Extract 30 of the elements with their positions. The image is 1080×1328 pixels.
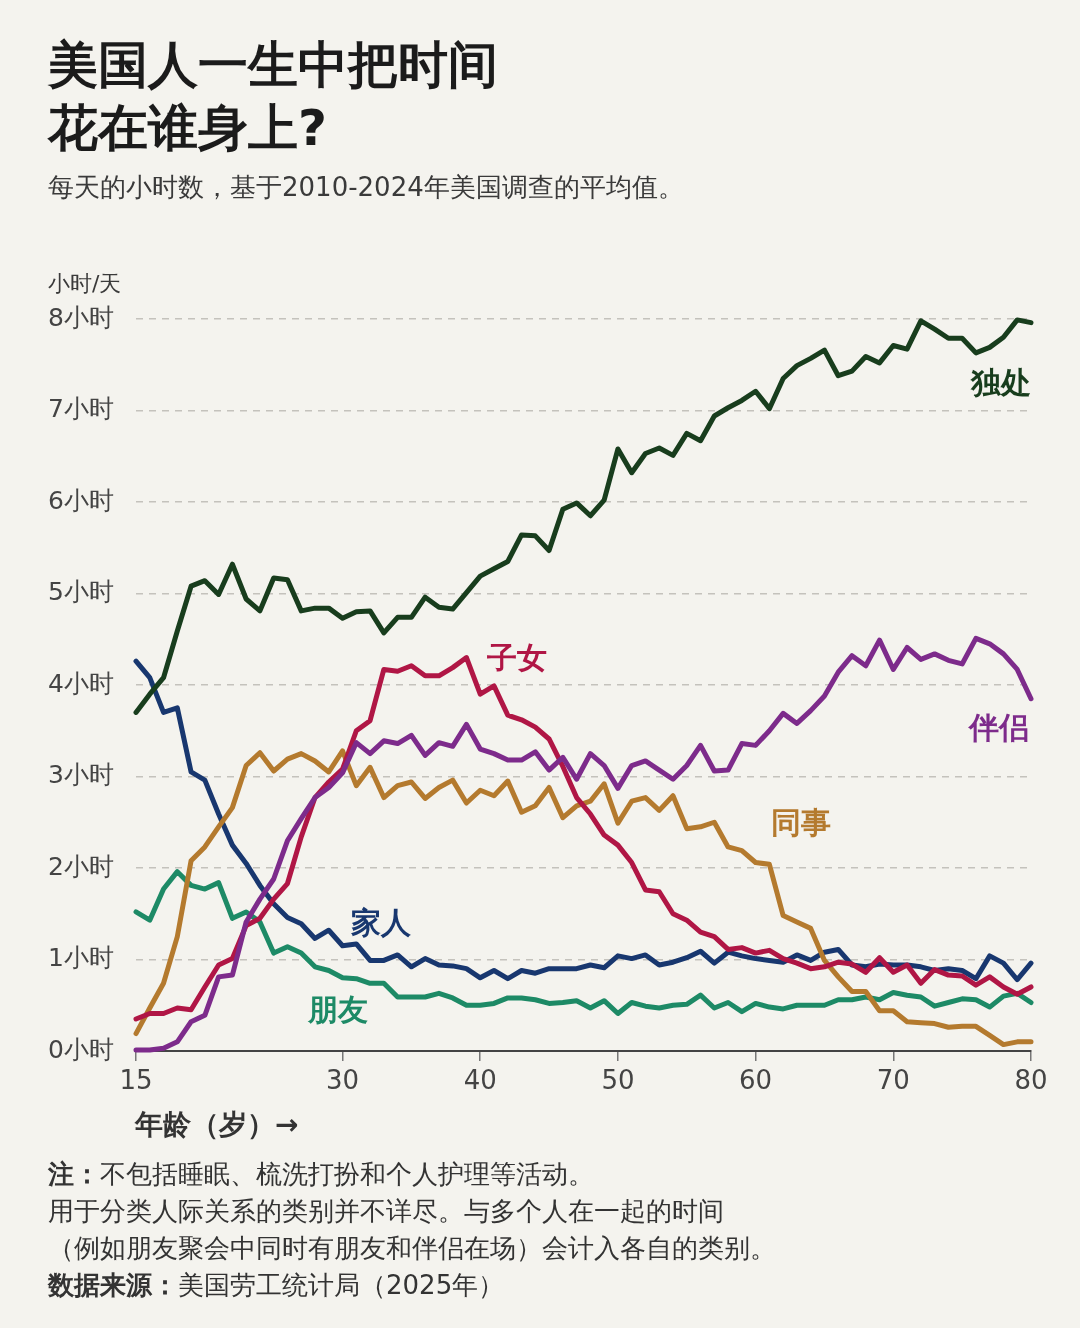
series-label: 伴侣 xyxy=(968,709,1030,745)
series-label: 朋友 xyxy=(307,992,369,1028)
text: （例如朋友聚会中同时有朋友和伴侣在场）会计入各自的类别。 xyxy=(48,1232,777,1265)
series-label: 家人 xyxy=(351,904,413,940)
x-tick-label: 60 xyxy=(739,1065,773,1096)
chart-subtitle: 每天的小时数，基于2010-2024年美国调查的平均值。 xyxy=(48,172,684,202)
y-tick-label: 7小时 xyxy=(48,394,114,423)
y-tick-label: 2小时 xyxy=(48,851,114,881)
x-tick-label: 70 xyxy=(876,1065,910,1096)
y-tick-label: 0小时 xyxy=(48,1034,114,1064)
series-label: 子女 xyxy=(486,640,548,676)
x-tick-label: 30 xyxy=(325,1065,360,1096)
chart-title: 美国人一生中把时间花在谁身上? xyxy=(48,35,499,159)
y-tick-label: 8小时 xyxy=(48,302,114,332)
y-tick-label: 1小时 xyxy=(48,943,114,972)
series-label: 独处 xyxy=(969,364,1031,400)
x-axis-title: 年龄（岁）→ xyxy=(135,1108,299,1142)
x-tick-label: 40 xyxy=(463,1065,497,1096)
y-tick-label: 5小时 xyxy=(48,577,114,606)
source-note: 数据来源：美国劳工统计局（2025年） xyxy=(48,1269,506,1302)
y-tick-label: 4小时 xyxy=(48,668,114,698)
x-tick-label: 50 xyxy=(601,1065,635,1096)
x-tick-label: 80 xyxy=(1014,1065,1048,1096)
text: 用于分类人际关系的类别并不详尽。与多个人在一起的时间 xyxy=(48,1195,725,1228)
x-tick-label: 15 xyxy=(119,1065,153,1096)
text: 注：不包括睡眠、梳洗打扮和个人护理等活动。 xyxy=(48,1158,595,1191)
y-tick-label: 3小时 xyxy=(48,760,114,789)
series-label: 同事 xyxy=(771,804,832,840)
y-tick-label: 6小时 xyxy=(48,485,114,515)
y-axis-title: 小时/天 xyxy=(48,271,122,297)
